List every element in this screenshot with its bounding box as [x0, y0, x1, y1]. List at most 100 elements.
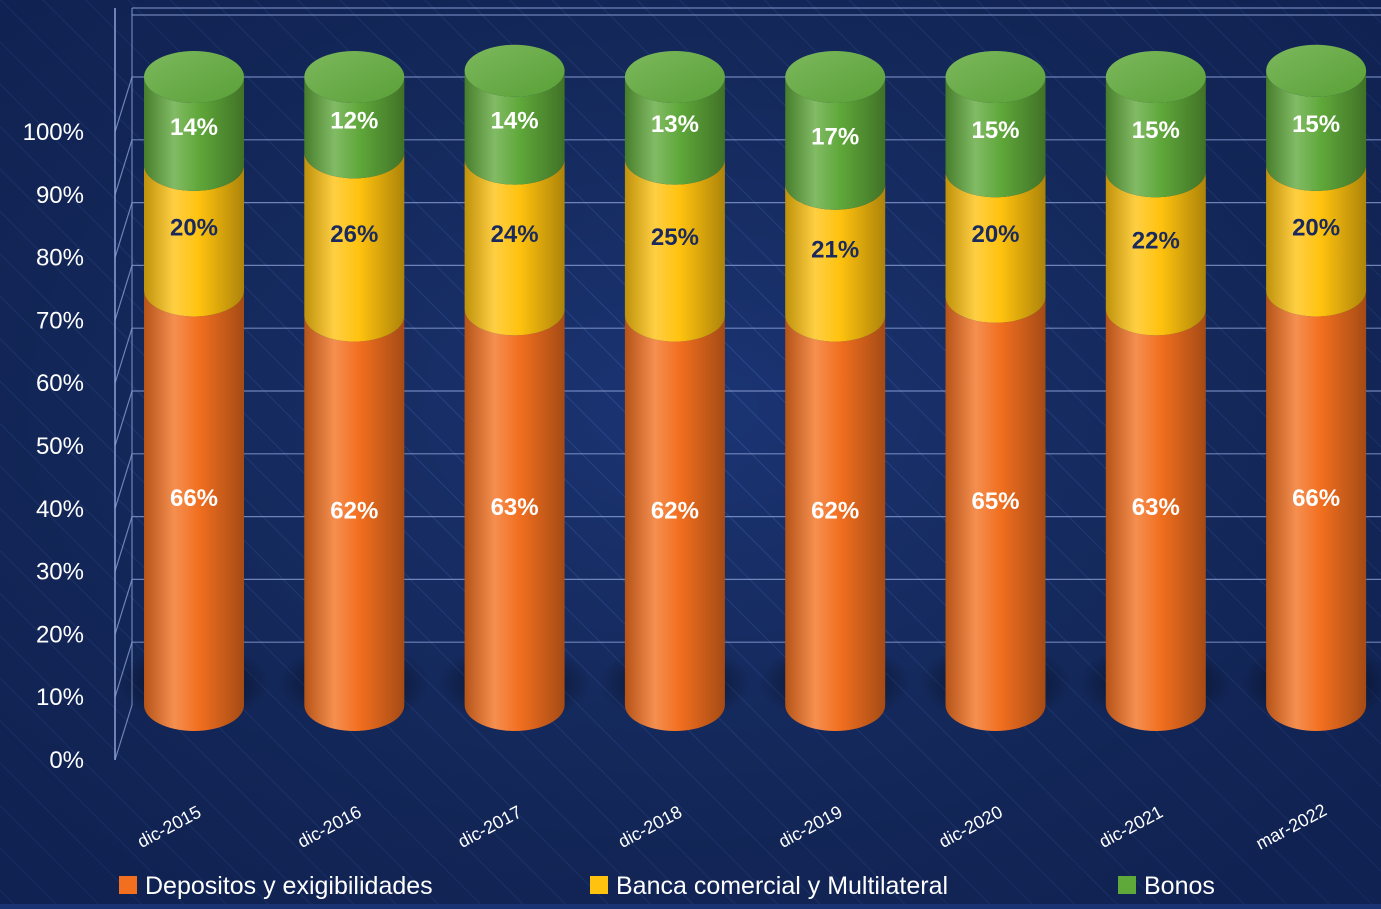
data-label: 63%	[491, 494, 539, 521]
gridline-depth	[114, 390, 133, 447]
bar-mar-2022	[1266, 44, 1367, 731]
bar-segment-Bonos	[945, 77, 1046, 198]
legend-item: Depositos y exigibilidades	[119, 872, 433, 900]
y-tick-label: 40%	[36, 496, 84, 523]
legend-label: Bonos	[1144, 872, 1215, 900]
bar-segment-Depositos y exigibilidades	[785, 315, 886, 731]
floor-edge	[114, 704, 133, 761]
data-label: 62%	[330, 497, 378, 524]
bar-top-cap	[1105, 51, 1206, 103]
data-labels: 66% 20% 14% 62% 26% 12% 63% 24% 14% 62% 25% 13% 62% 2…	[170, 108, 1340, 525]
bar-segment-Bonos	[1266, 70, 1367, 191]
y-tick-label: 10%	[36, 684, 84, 711]
data-label: 62%	[651, 497, 699, 524]
gridline-depth	[114, 579, 133, 635]
bar-dic-2020	[945, 51, 1046, 731]
bar-segment-Depositos y exigibilidades	[624, 315, 725, 731]
bar-segment-Depositos y exigibilidades	[464, 309, 565, 731]
bar-segment-Banca comercial y Multilateral	[945, 171, 1046, 323]
y-tick-label: 60%	[36, 370, 84, 397]
legend-swatch	[119, 876, 137, 894]
bar-top-cap	[464, 44, 565, 97]
data-label: 65%	[971, 488, 1019, 515]
y-tick-label: 0%	[49, 747, 84, 774]
bar-segment-Depositos y exigibilidades	[304, 315, 405, 731]
data-label: 20%	[1292, 215, 1340, 242]
data-label: 12%	[330, 108, 378, 135]
y-tick-label: 90%	[36, 182, 84, 209]
data-label: 15%	[971, 117, 1019, 144]
bar-segment-Depositos y exigibilidades	[945, 296, 1046, 731]
bar-dic-2021	[1105, 51, 1206, 731]
bar-top-cap	[624, 51, 725, 103]
bar-top-cap	[304, 51, 405, 103]
bar-top-cap	[785, 51, 886, 103]
bar-segment-Bonos	[624, 77, 725, 185]
legend-label: Banca comercial y Multilateral	[616, 872, 948, 900]
data-label: 13%	[651, 111, 699, 138]
bar-segment-Depositos y exigibilidades	[1105, 309, 1206, 731]
legend-label: Depositos y exigibilidades	[145, 872, 433, 900]
bar-dic-2016	[304, 51, 405, 731]
gridline-depth	[114, 265, 133, 321]
y-tick-label: 30%	[36, 559, 84, 586]
gridline-depth	[114, 202, 133, 258]
bar-segment-Depositos y exigibilidades	[1266, 290, 1367, 731]
gridline-depth	[114, 139, 133, 195]
data-label: 25%	[651, 224, 699, 251]
bar-segment-Bonos	[785, 77, 886, 210]
bar-segment-Depositos y exigibilidades	[144, 290, 244, 731]
data-label: 14%	[170, 114, 218, 141]
bar-segment-Bonos	[1105, 77, 1206, 198]
data-label: 26%	[330, 221, 378, 248]
data-label: 24%	[491, 221, 539, 248]
y-tick-label: 20%	[36, 621, 84, 648]
data-label: 17%	[811, 123, 859, 150]
gridline-depth	[114, 76, 133, 133]
bar-segment-Banca comercial y Multilateral	[464, 158, 565, 336]
y-tick-label: 50%	[36, 433, 84, 460]
y-tick-label: 100%	[23, 119, 84, 146]
data-label: 63%	[1132, 494, 1180, 521]
gridline-depth	[114, 516, 133, 572]
bar-dic-2018	[624, 51, 725, 731]
y-axis: 0% 10% 20% 30% 40% 50% 60% 70% 80% 90% 100%	[23, 8, 133, 774]
bar-segment-Banca comercial y Multilateral	[785, 183, 886, 342]
bar-top-cap	[144, 51, 244, 103]
data-label: 15%	[1292, 111, 1340, 138]
data-label: 20%	[971, 221, 1019, 248]
legend: Depositos y exigibilidades Banca comercia…	[119, 872, 1215, 900]
legend-item: Bonos	[1118, 872, 1215, 900]
data-label: 15%	[1132, 117, 1180, 144]
bar-segment-Banca comercial y Multilateral	[1266, 164, 1367, 317]
bar-segment-Bonos	[144, 77, 244, 191]
bar-segment-Bonos	[304, 77, 405, 179]
data-label: 21%	[811, 237, 859, 264]
gridline-depth	[114, 328, 133, 384]
bar-top-cap	[1266, 44, 1367, 97]
data-label: 22%	[1132, 227, 1180, 254]
bar-segment-Banca comercial y Multilateral	[624, 158, 725, 342]
bar-segment-Banca comercial y Multilateral	[1105, 171, 1206, 336]
bar-top-cap	[945, 51, 1046, 103]
legend-swatch	[1118, 876, 1136, 894]
data-label: 14%	[491, 108, 539, 135]
data-label: 66%	[170, 485, 218, 512]
bar-dic-2015	[144, 51, 244, 731]
data-label: 20%	[170, 215, 218, 242]
bar-segment-Banca comercial y Multilateral	[304, 152, 405, 342]
data-label: 66%	[1292, 485, 1340, 512]
y-tick-label: 80%	[36, 245, 84, 272]
data-label: 62%	[811, 497, 859, 524]
bar-segment-Bonos	[464, 70, 565, 185]
legend-item: Banca comercial y Multilateral	[590, 872, 948, 900]
bars	[144, 44, 1367, 731]
bar-segment-Banca comercial y Multilateral	[144, 164, 244, 317]
bar-dic-2019	[785, 51, 886, 731]
gridline-depth	[114, 453, 133, 509]
legend-swatch	[590, 876, 608, 894]
bar-dic-2017	[464, 44, 565, 731]
y-tick-label: 70%	[36, 307, 84, 334]
